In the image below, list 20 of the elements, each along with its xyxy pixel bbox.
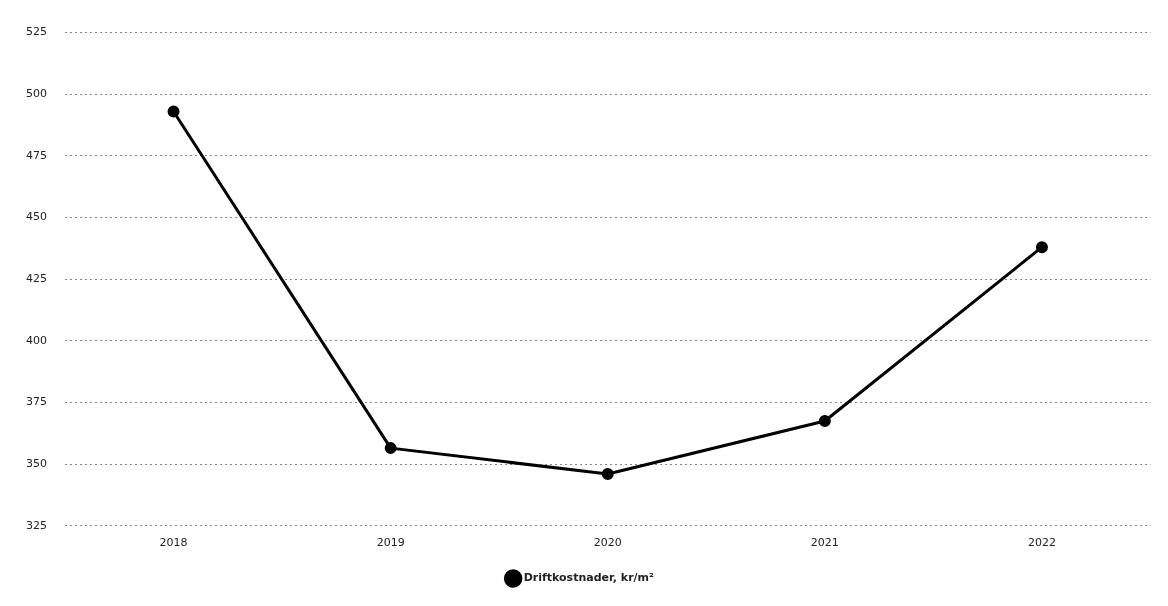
point [167,105,180,118]
y-tick-label: 450 [26,210,47,224]
x-tick-label: 2019 [376,536,405,550]
x-tick-label: 2021 [810,536,839,550]
y-tick-label: 375 [26,395,47,409]
y-tick-label: 350 [26,457,47,471]
y-tick-label: 400 [26,333,47,347]
point [818,415,831,427]
x-tick-label: 2018 [159,536,188,550]
y-tick-label: 525 [26,25,47,39]
point [601,468,614,481]
y-tick-label: 475 [26,148,47,162]
point [1035,241,1048,254]
x-tick-label: 2020 [593,536,622,550]
point [384,442,397,455]
y-tick-label: 425 [26,272,47,286]
x-tick-label: 2022 [1027,536,1056,550]
y-tick-label: 500 [26,87,47,101]
y-tick-label: 325 [26,518,47,532]
legend-label: Driftkostnader, kr/m² [523,571,655,585]
